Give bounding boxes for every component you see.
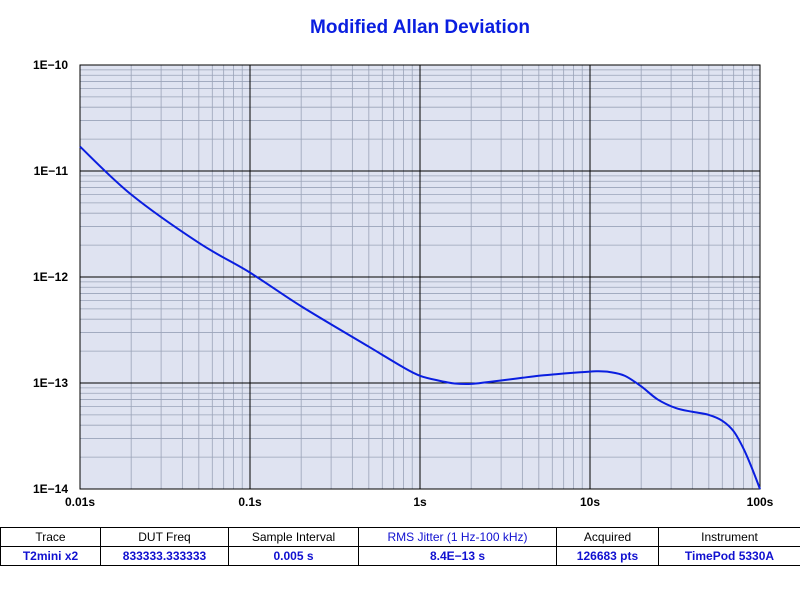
- cell-rms-jitter: 8.4E−13 s: [358, 546, 557, 566]
- header-trace: Trace: [0, 527, 101, 547]
- chart-title: Modified Allan Deviation: [310, 17, 530, 38]
- cell-instrument: TimePod 5330A: [658, 546, 800, 566]
- x-tick-label: 1s: [413, 495, 427, 509]
- header-rms-jitter: RMS Jitter (1 Hz-100 kHz): [358, 527, 557, 547]
- cell-dut-freq: 833333.333333: [100, 546, 229, 566]
- table-header-row: Trace DUT Freq Sample Interval RMS Jitte…: [0, 527, 800, 547]
- header-sample-interval: Sample Interval: [228, 527, 359, 547]
- series-line: [79, 145, 761, 490]
- table-row: T2mini x2 833333.333333 0.005 s 8.4E−13 …: [0, 546, 800, 566]
- header-dut-freq: DUT Freq: [100, 527, 229, 547]
- y-tick-label: 1E−10: [33, 58, 68, 72]
- header-instrument: Instrument: [658, 527, 800, 547]
- cell-sample-interval: 0.005 s: [228, 546, 359, 566]
- cell-trace: T2mini x2: [0, 546, 101, 566]
- y-tick-label: 1E−13: [33, 376, 68, 390]
- plot-border: [79, 64, 761, 490]
- x-tick-label: 100s: [747, 495, 774, 509]
- cell-acquired: 126683 pts: [556, 546, 659, 566]
- y-tick-label: 1E−14: [33, 482, 68, 496]
- header-acquired: Acquired: [556, 527, 659, 547]
- y-tick-label: 1E−11: [34, 164, 69, 178]
- chart-plot: 0.01s 0.1s 1s 10s 100s 1E−10 1E−11 1E−12 1E−13 1…: [33, 58, 774, 509]
- x-tick-label: 0.1s: [238, 495, 262, 509]
- x-tick-label: 10s: [580, 495, 600, 509]
- x-tick-label: 0.01s: [65, 495, 95, 509]
- y-tick-label: 1E−12: [33, 270, 68, 284]
- info-table: Trace DUT Freq Sample Interval RMS Jitte…: [0, 527, 800, 566]
